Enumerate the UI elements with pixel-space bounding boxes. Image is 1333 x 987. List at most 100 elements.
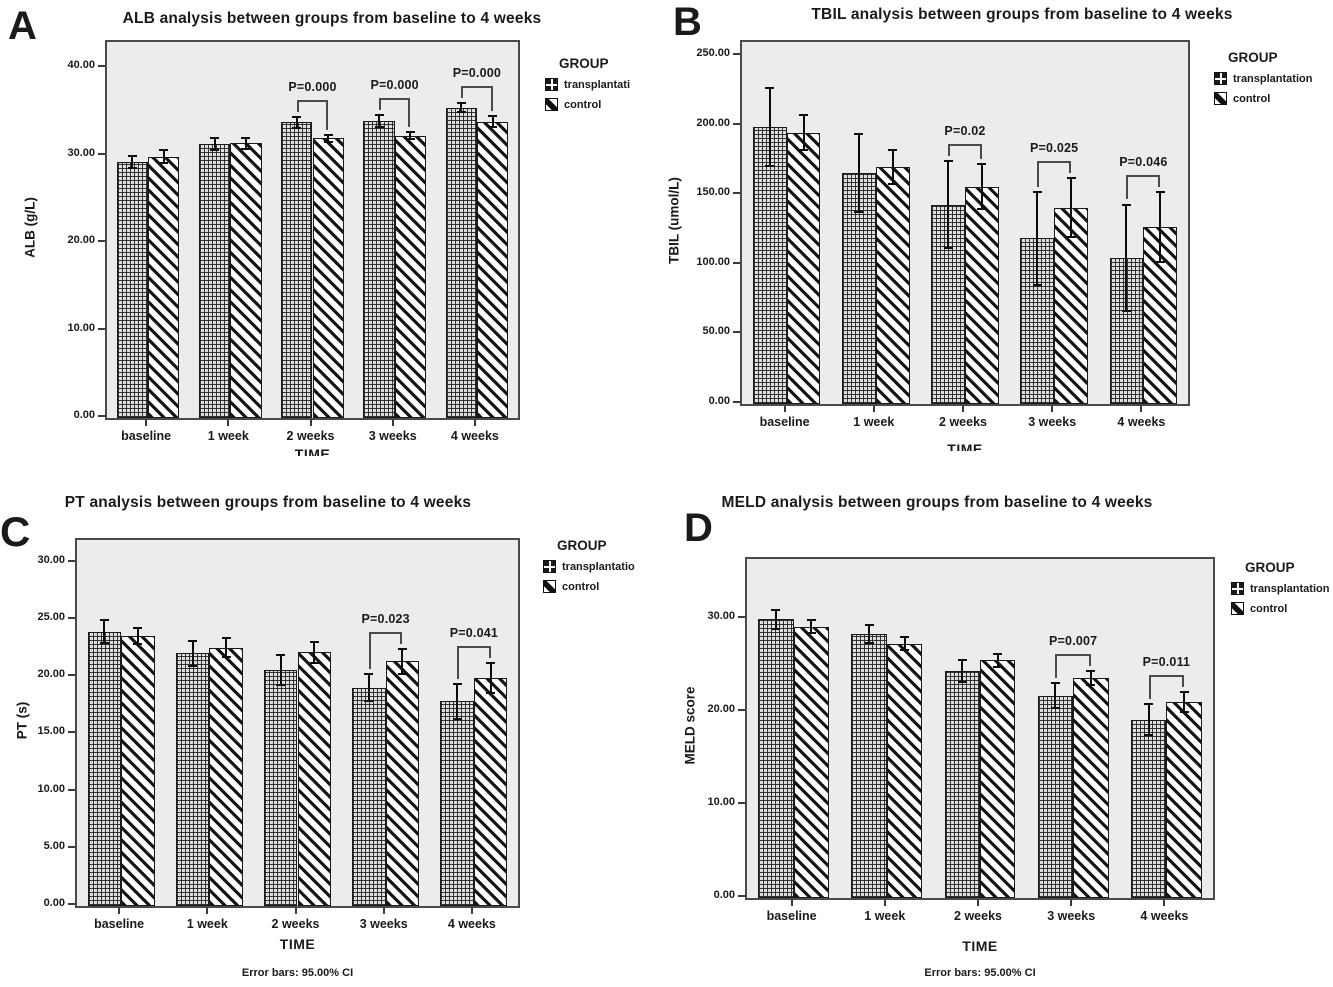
- error-bar-cap-top: [854, 132, 864, 135]
- error-bar: [313, 640, 316, 664]
- bracket-right-leg: [408, 97, 411, 128]
- legend: GROUP transplantati control: [545, 56, 630, 111]
- error-bar-cap-top: [127, 154, 137, 157]
- error-bar: [996, 652, 999, 668]
- error-bar-cap-top: [765, 86, 775, 89]
- x-axis-label-wrap: TIME: [745, 938, 1215, 956]
- bar-transplantation-baseline: [116, 161, 149, 418]
- bracket-left-leg: [379, 97, 382, 110]
- error-bar-cap-bottom: [133, 643, 143, 646]
- y-tick-mark: [98, 65, 105, 68]
- x-axis: baseline 1 week 2 weeks 3 weeks 4 weeks: [740, 406, 1190, 438]
- panel-title: ALB analysis between groups from baselin…: [122, 10, 542, 27]
- x-tick-label: 4 weeks: [450, 429, 499, 443]
- x-axis-label-wrap: TIME: [75, 936, 520, 954]
- y-tick-mark: [733, 261, 740, 264]
- error-bar: [460, 102, 463, 113]
- bar-transplantation-1week: [851, 634, 887, 898]
- error-bar-cap-bottom: [221, 655, 231, 658]
- legend-item-control: control: [545, 98, 630, 111]
- grid-pattern-swatch-icon: [545, 78, 558, 91]
- error-bar-cap-top: [943, 160, 953, 163]
- x-axis-label: TIME: [947, 441, 983, 451]
- error-bar-cap-bottom: [456, 110, 466, 113]
- error-bar-cap-bottom: [276, 684, 286, 687]
- bar-transplantation-4weeks: [1130, 719, 1167, 898]
- p-value-label: P=0.000: [288, 80, 337, 95]
- error-bar-cap-bottom: [323, 140, 333, 143]
- error-bar: [810, 619, 813, 635]
- x-tick-label: 2 weeks: [271, 917, 320, 931]
- x-tick-mark: [1163, 900, 1166, 906]
- x-axis: baseline 1 week 2 weeks 3 weeks 4 weeks: [75, 908, 520, 940]
- error-bar-cap-top: [957, 659, 967, 662]
- error-bars-footnote: Error bars: 95.00% CI: [241, 967, 354, 979]
- panel-alb: A ALB analysis between groups from basel…: [0, 0, 666, 478]
- legend-item-label: transplantati: [564, 78, 631, 91]
- y-tick-label: 20.00: [707, 703, 735, 716]
- error-bar-cap-bottom: [1144, 734, 1154, 737]
- error-bar: [768, 86, 771, 168]
- panel-letter: B: [673, 0, 702, 44]
- bar-transplantation-baseline: [758, 619, 794, 898]
- legend-title: GROUP: [1245, 560, 1295, 575]
- error-bar: [857, 132, 860, 214]
- y-tick-label: 20.00: [37, 668, 65, 681]
- y-tick-label: 10.00: [37, 782, 65, 795]
- error-bar: [802, 114, 805, 151]
- x-tick-mark: [883, 900, 886, 906]
- error-bar-cap-bottom: [765, 165, 775, 168]
- p-value-label: P=0.000: [452, 66, 502, 81]
- x-axis-label-clipped: TIME: [105, 446, 520, 456]
- legend: GROUP transplantation control: [1214, 50, 1312, 105]
- error-bar: [947, 160, 950, 250]
- legend-title: GROUP: [1228, 50, 1278, 65]
- bracket-horizontal: [296, 100, 329, 103]
- error-bar-cap-bottom: [957, 681, 967, 684]
- x-axis-label-clipped: TIME: [740, 441, 1190, 451]
- bar-control-3weeks: [394, 135, 426, 418]
- x-tick-label: 2 weeks: [954, 909, 1002, 923]
- bar-transplantation-2weeks: [944, 671, 980, 898]
- bracket-horizontal: [457, 646, 491, 649]
- y-tick-label: 10.00: [67, 321, 95, 334]
- error-bar-cap-bottom: [864, 642, 874, 645]
- bar-transplantation-baseline: [752, 126, 787, 404]
- x-tick-mark: [473, 420, 476, 426]
- error-bar-cap-top: [374, 113, 384, 116]
- x-tick-mark: [1070, 900, 1073, 906]
- x-tick-mark: [977, 900, 979, 906]
- plot-area: P=0.02 P=0.025 P=0.046: [740, 40, 1190, 406]
- bar-control-1week: [230, 143, 262, 418]
- error-bar-cap-bottom: [405, 137, 415, 140]
- bar-transplantation-4weeks: [440, 701, 474, 906]
- legend-item-label: control: [564, 98, 602, 111]
- bracket-right-leg: [1158, 174, 1161, 187]
- error-bar-cap-top: [159, 148, 169, 151]
- legend-item-label: transplantation: [1250, 582, 1330, 595]
- error-bar-cap-bottom: [397, 672, 407, 675]
- error-bar: [136, 626, 139, 646]
- x-tick-mark: [470, 908, 473, 914]
- error-bar: [378, 113, 381, 128]
- bar-transplantation-3weeks: [1037, 695, 1074, 898]
- bar-control-3weeks: [1054, 207, 1089, 404]
- error-bar: [162, 148, 165, 165]
- bracket-left-leg: [368, 631, 371, 669]
- error-bar-cap-top: [221, 637, 231, 640]
- error-bar-cap-top: [188, 639, 198, 642]
- bar-control-baseline: [786, 132, 821, 404]
- y-tick-label: 0.00: [73, 409, 95, 421]
- error-bar-cap-bottom: [854, 211, 864, 214]
- bar-transplantation-4weeks: [445, 107, 477, 418]
- y-tick-mark: [68, 674, 75, 677]
- error-bar-cap-bottom: [900, 648, 909, 651]
- y-tick-label: 0.00: [713, 889, 735, 901]
- x-tick-label: 2 weeks: [286, 429, 335, 443]
- error-bar: [1036, 190, 1039, 286]
- bracket-left-leg: [461, 86, 464, 99]
- y-tick-label: 150.00: [696, 186, 730, 199]
- bar-control-2weeks: [312, 138, 344, 418]
- bar-control-3weeks: [1073, 677, 1109, 898]
- stripe-pattern-swatch-icon: [543, 580, 556, 593]
